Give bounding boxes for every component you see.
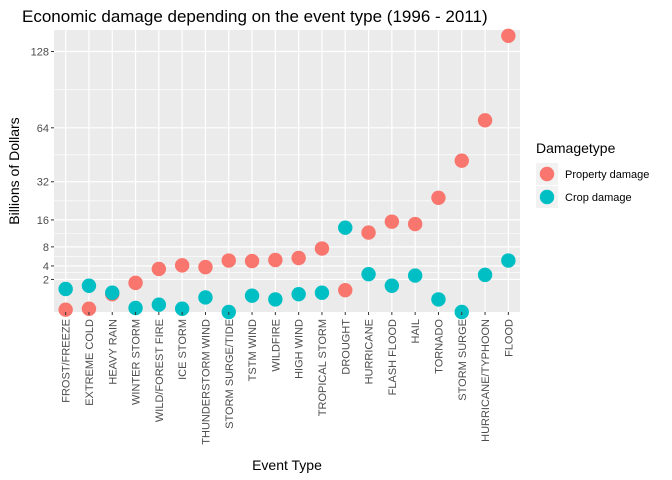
data-point-property-damage: [268, 252, 283, 268]
x-tick-label: EXTREME COLD: [84, 319, 96, 406]
data-point-crop-damage: [81, 278, 97, 293]
x-tick-label: STORM SURGE/TIDE: [224, 319, 236, 429]
x-tick-label: ICE STORM: [177, 319, 189, 380]
data-point-crop-damage: [338, 220, 353, 235]
x-axis: FROST/FREEZE EXTREME COLD HEAVY RAIN WINTER…: [61, 312, 515, 445]
data-point-property-damage: [384, 214, 400, 229]
data-point-crop-damage: [407, 268, 423, 283]
x-tick-label: THUNDERSTORM WIND: [200, 319, 212, 445]
x-tick-label: TSTM WIND: [247, 319, 259, 381]
plot-panel: [54, 30, 520, 312]
data-point-property-damage: [174, 258, 190, 273]
data-point-crop-damage: [268, 292, 283, 307]
data-point-crop-damage: [384, 278, 400, 293]
data-point-property-damage: [58, 302, 73, 317]
legend-swatch: [539, 189, 555, 205]
data-point-property-damage: [198, 259, 213, 275]
legend-swatch: [539, 166, 555, 182]
legend-label: Crop damage: [565, 192, 632, 204]
data-point-crop-damage: [431, 292, 446, 307]
data-point-crop-damage: [244, 288, 260, 303]
x-tick-label: STORM SURGE: [457, 319, 469, 401]
x-tick-label: HEAVY RAIN: [107, 319, 119, 385]
y-tick-label: 128: [31, 46, 49, 58]
x-tick-label: WINTER STORM: [131, 319, 143, 405]
data-point-property-damage: [407, 216, 423, 232]
legend-title: Damagetype: [536, 140, 616, 156]
data-point-property-damage: [361, 225, 376, 240]
data-point-property-damage: [221, 253, 236, 268]
y-tick-label: 64: [37, 123, 49, 135]
data-point-crop-damage: [151, 297, 167, 312]
data-point-crop-damage: [314, 285, 330, 300]
data-point-crop-damage: [198, 290, 213, 305]
y-tick-label: 4: [43, 261, 49, 273]
data-point-crop-damage: [128, 300, 143, 316]
y-tick-label: 32: [37, 177, 49, 189]
data-point-crop-damage: [477, 267, 493, 283]
data-point-crop-damage: [501, 253, 516, 268]
data-point-property-damage: [477, 113, 493, 128]
data-point-property-damage: [431, 190, 446, 205]
data-point-property-damage: [338, 282, 353, 298]
x-tick-label: HURRICANE: [364, 319, 376, 384]
x-tick-label: TROPICAL STORM: [317, 319, 329, 416]
data-point-property-damage: [128, 275, 143, 291]
x-tick-label: WILDFIRE: [270, 319, 282, 372]
y-tick-label: 8: [43, 242, 49, 254]
x-tick-label: HAIL: [410, 319, 422, 343]
data-point-property-damage: [151, 261, 167, 277]
data-point-crop-damage: [291, 286, 306, 302]
data-point-crop-damage: [174, 301, 190, 316]
x-tick-label: FLASH FLOOD: [387, 319, 399, 395]
data-point-property-damage: [81, 301, 97, 316]
data-point-crop-damage: [105, 285, 120, 300]
data-point-property-damage: [291, 250, 306, 266]
x-tick-label: HURRICANE/TYPHOON: [480, 319, 492, 442]
data-point-property-damage: [454, 153, 469, 168]
data-point-property-damage: [314, 241, 330, 256]
data-point-property-damage: [244, 253, 260, 269]
data-point-crop-damage: [361, 266, 376, 282]
data-point-property-damage: [501, 28, 516, 43]
y-axis-title: Billions of Dollars: [6, 117, 22, 224]
x-tick-label: TORNADO: [433, 319, 445, 374]
x-tick-label: WILD/FOREST FIRE: [154, 319, 166, 422]
x-tick-label: FLOOD: [503, 319, 515, 357]
y-axis: 24 8 16 32 64 128: [31, 46, 54, 286]
y-tick-label: 2: [43, 274, 49, 286]
y-tick-label: 16: [37, 215, 49, 227]
data-point-crop-damage: [58, 281, 73, 297]
x-tick-label: DROUGHT: [340, 319, 352, 375]
legend-label: Property damage: [565, 169, 649, 181]
chart-title: Economic damage depending on the event t…: [22, 7, 488, 26]
x-tick-label: HIGH WIND: [294, 319, 306, 379]
x-axis-title: Event Type: [252, 457, 322, 473]
legend: Damagetype Property damage Crop damage: [536, 140, 649, 208]
x-tick-label: FROST/FREEZE: [61, 319, 73, 403]
